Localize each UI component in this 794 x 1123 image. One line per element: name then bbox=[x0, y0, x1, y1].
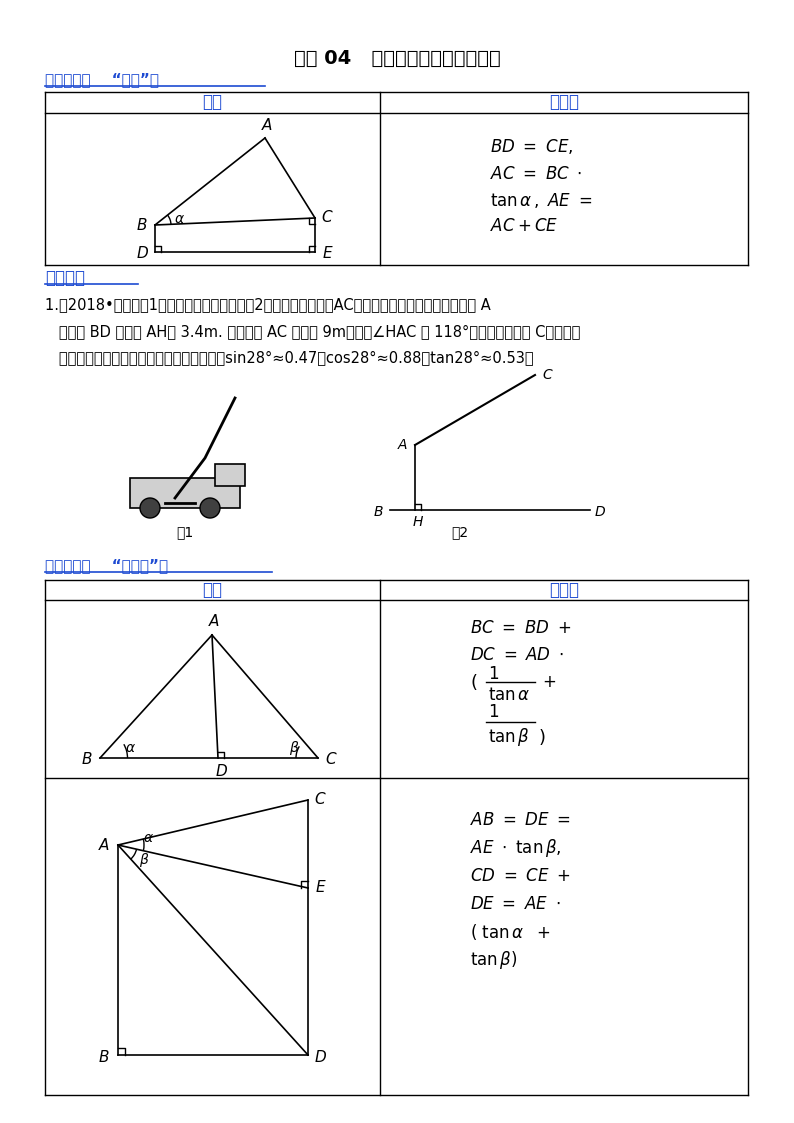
Text: $BD\ =\ CE,$: $BD\ =\ CE,$ bbox=[490, 137, 573, 156]
Text: $AC + CE$: $AC + CE$ bbox=[490, 217, 558, 235]
Text: $1$: $1$ bbox=[488, 665, 499, 683]
Text: $($: $($ bbox=[470, 672, 477, 692]
Text: $DC\ =\ AD\ \cdot$: $DC\ =\ AD\ \cdot$ bbox=[470, 646, 564, 664]
Text: 1.（2018•台州）图1是一辆吊车的实物图，图2是其工作示意图，AC是可以伸缩的起重臂，其转动点 A: 1.（2018•台州）图1是一辆吊车的实物图，图2是其工作示意图，AC是可以伸缩… bbox=[45, 298, 491, 312]
Text: β: β bbox=[288, 741, 298, 755]
Text: α: α bbox=[175, 212, 183, 226]
Text: H: H bbox=[413, 515, 423, 529]
Text: C: C bbox=[326, 752, 337, 767]
Text: 专题 04   三角函数的应用模型解题: 专题 04 三角函数的应用模型解题 bbox=[294, 48, 500, 67]
Text: 图2: 图2 bbox=[452, 524, 468, 539]
Text: 关系式: 关系式 bbox=[549, 581, 579, 599]
Text: β: β bbox=[139, 853, 148, 867]
Text: $)$: $)$ bbox=[538, 727, 545, 747]
Text: A: A bbox=[98, 838, 110, 852]
Text: E: E bbox=[322, 246, 332, 261]
Text: D: D bbox=[215, 765, 227, 779]
Text: D: D bbox=[136, 246, 148, 261]
Bar bbox=[215, 464, 245, 486]
Text: B: B bbox=[82, 752, 92, 767]
Text: E: E bbox=[315, 880, 325, 895]
Text: $AC\ =\ BC\ \cdot$: $AC\ =\ BC\ \cdot$ bbox=[490, 165, 582, 183]
Text: B: B bbox=[98, 1050, 110, 1065]
Circle shape bbox=[140, 497, 160, 518]
Text: B: B bbox=[373, 505, 383, 519]
Text: 图形: 图形 bbox=[202, 581, 222, 599]
Text: $\tan\beta)$: $\tan\beta)$ bbox=[470, 949, 518, 971]
Text: $CD\ =\ CE\ +$: $CD\ =\ CE\ +$ bbox=[470, 867, 570, 885]
Text: D: D bbox=[314, 1050, 326, 1065]
Text: D: D bbox=[595, 505, 605, 519]
Text: C: C bbox=[322, 210, 333, 226]
Text: C: C bbox=[314, 793, 326, 807]
Text: A: A bbox=[397, 438, 407, 451]
Bar bbox=[130, 478, 240, 508]
Text: $\tan\beta$: $\tan\beta$ bbox=[488, 725, 530, 748]
Text: $DE\ =\ AE\ \cdot$: $DE\ =\ AE\ \cdot$ bbox=[470, 895, 561, 913]
Text: 图形: 图形 bbox=[202, 93, 222, 111]
Circle shape bbox=[200, 497, 220, 518]
Text: 图1: 图1 bbox=[176, 524, 194, 539]
Text: 高度（结果保留小数点后一位：参考数据：sin28°≈0.47，cos28°≈0.88，tan28°≈0.53）: 高度（结果保留小数点后一位：参考数据：sin28°≈0.47，cos28°≈0.… bbox=[45, 350, 534, 365]
Text: A: A bbox=[262, 119, 272, 134]
Text: $\tan\alpha\,,\ AE\ =$: $\tan\alpha\,,\ AE\ =$ bbox=[490, 191, 592, 210]
Text: 解题模型二    “背靠背”型: 解题模型二 “背靠背”型 bbox=[45, 558, 168, 574]
Text: $AE\ \cdot\ \tan\beta,$: $AE\ \cdot\ \tan\beta,$ bbox=[470, 837, 561, 859]
Text: $1$: $1$ bbox=[488, 703, 499, 721]
Text: $AB\ =\ DE\ =$: $AB\ =\ DE\ =$ bbox=[470, 811, 571, 829]
Text: $+$: $+$ bbox=[542, 673, 556, 691]
Text: $BC\ =\ BD\ +$: $BC\ =\ BD\ +$ bbox=[470, 619, 571, 637]
Text: α: α bbox=[125, 741, 134, 755]
Text: 解题模型一    “独立”型: 解题模型一 “独立”型 bbox=[45, 73, 159, 88]
Text: B: B bbox=[137, 218, 147, 232]
Text: $\tan\alpha$: $\tan\alpha$ bbox=[488, 686, 530, 704]
Text: 针对训练: 针对训练 bbox=[45, 270, 85, 287]
Text: A: A bbox=[209, 613, 219, 629]
Text: α: α bbox=[144, 831, 152, 844]
Text: C: C bbox=[542, 368, 552, 382]
Text: 关系式: 关系式 bbox=[549, 93, 579, 111]
Text: 离地面 BD 的高度 AH为 3.4m. 当起重臂 AC 长度为 9m，张角∠HAC 为 118°时，求操作平台 C离地面的: 离地面 BD 的高度 AH为 3.4m. 当起重臂 AC 长度为 9m，张角∠H… bbox=[45, 325, 580, 339]
Text: $(\ \tan\alpha\ \ +$: $(\ \tan\alpha\ \ +$ bbox=[470, 922, 551, 942]
